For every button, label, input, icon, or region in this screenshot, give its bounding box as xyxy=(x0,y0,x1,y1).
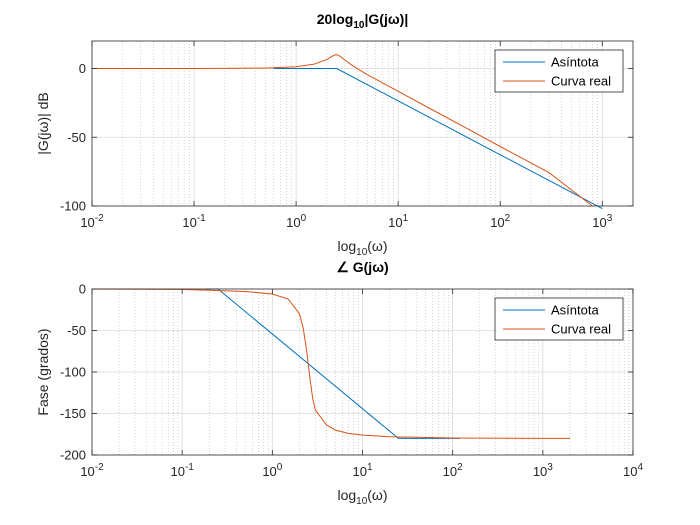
phase-legend: Asíntota Curva real xyxy=(494,297,624,341)
magnitude-y-axis-label: |G(jω)| dB xyxy=(35,92,51,155)
y-tick-label: -100 xyxy=(60,365,86,380)
magnitude-axes-box xyxy=(91,40,634,207)
x-tick-label: 102 xyxy=(443,462,463,479)
magnitude-legend: Asíntota Curva real xyxy=(494,49,624,93)
phase-legend-box xyxy=(494,297,624,341)
x-tick-label: 103 xyxy=(533,462,553,479)
series-line-asintota xyxy=(205,288,460,439)
phase-y-axis-label: Fase (grados) xyxy=(35,328,51,415)
series-line-curva-real xyxy=(92,54,593,207)
x-tick-label: 10-2 xyxy=(80,213,104,230)
y-tick-label: -50 xyxy=(67,130,86,145)
x-tick-label: 103 xyxy=(592,213,612,230)
x-tick-label: 10-1 xyxy=(170,462,194,479)
x-tick-label: 10-2 xyxy=(80,462,104,479)
phase-title: ∠ G(jω) xyxy=(336,259,388,275)
x-tick-label: 100 xyxy=(262,462,282,479)
series-line-curva-real xyxy=(91,288,570,439)
legend-label-curva-real: Curva real xyxy=(551,322,611,337)
legend-label-asintota: Asíntota xyxy=(551,303,599,318)
phase-plot: 10-2 10-1 100 101 102 103 1040-50-100-150-200 … xyxy=(35,259,643,507)
x-tick-label: 10-1 xyxy=(182,213,206,230)
magnitude-series xyxy=(92,54,603,210)
series-line-asintota xyxy=(273,68,603,210)
y-tick-label: -200 xyxy=(60,448,86,463)
magnitude-legend-box xyxy=(494,49,624,93)
legend-label-curva-real: Curva real xyxy=(551,74,611,89)
magnitude-x-axis-label: log10(ω) xyxy=(337,238,387,258)
phase-grid xyxy=(92,289,633,455)
y-tick-label: 0 xyxy=(79,61,86,76)
x-tick-label: 101 xyxy=(352,462,372,479)
legend-label-asintota: Asíntota xyxy=(551,55,599,70)
x-tick-label: 104 xyxy=(623,462,643,479)
magnitude-title: 20log10|G(jω)| xyxy=(317,11,408,31)
y-tick-label: -50 xyxy=(67,323,86,338)
x-tick-label: 102 xyxy=(490,213,510,230)
y-tick-label: -150 xyxy=(60,406,86,421)
y-tick-label: -100 xyxy=(60,199,86,214)
magnitude-plot: 10-2 10-1 100 101 102 103 0 -50 -100 20log10|G(j… xyxy=(35,11,634,258)
x-tick-label: 101 xyxy=(388,213,408,230)
phase-ticks: 10-2 10-1 100 101 102 103 104 0 -50 -100 -150 -200 xyxy=(60,282,643,480)
magnitude-ticks: 10-2 10-1 100 101 102 103 0 -50 -100 xyxy=(60,41,633,230)
x-tick-label: 100 xyxy=(286,213,306,230)
y-tick-label: 0 xyxy=(79,282,86,297)
phase-x-axis-label: log10(ω) xyxy=(337,487,387,507)
